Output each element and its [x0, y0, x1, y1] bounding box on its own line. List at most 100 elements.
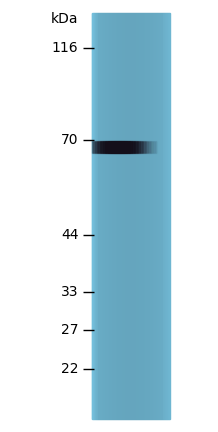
Bar	[100, 13, 101, 419]
Bar	[109, 141, 110, 153]
Bar	[150, 13, 151, 419]
Bar	[96, 13, 97, 419]
Bar	[148, 141, 149, 153]
Bar	[128, 141, 129, 153]
Bar	[130, 13, 131, 419]
Bar	[165, 13, 166, 419]
Bar	[168, 13, 169, 419]
Bar	[121, 13, 122, 419]
Bar	[92, 141, 93, 153]
Bar	[106, 13, 107, 419]
Bar	[111, 13, 112, 419]
Bar	[108, 13, 109, 419]
Bar	[138, 13, 139, 419]
Bar	[101, 13, 102, 419]
Bar	[123, 141, 124, 153]
Bar	[127, 141, 128, 153]
Bar	[161, 13, 162, 419]
Bar	[93, 141, 94, 153]
Bar	[109, 13, 110, 419]
Bar	[105, 13, 106, 419]
Bar	[96, 141, 97, 153]
Bar	[112, 141, 113, 153]
Bar	[164, 13, 165, 419]
Bar	[122, 13, 123, 419]
Bar	[163, 13, 164, 419]
Bar	[129, 13, 130, 419]
Bar	[124, 141, 125, 153]
Bar	[155, 141, 156, 153]
Bar	[106, 141, 107, 153]
Bar	[153, 13, 154, 419]
Bar	[141, 13, 142, 419]
Bar	[110, 141, 111, 153]
Bar	[139, 141, 140, 153]
Bar	[113, 13, 114, 419]
Bar	[95, 13, 96, 419]
Bar	[119, 13, 120, 419]
Bar	[114, 141, 115, 153]
Bar	[144, 141, 145, 153]
Bar	[92, 13, 93, 419]
Bar	[133, 13, 134, 419]
Bar	[127, 13, 128, 419]
Bar	[167, 13, 168, 419]
Bar	[130, 141, 131, 153]
Bar	[131, 141, 132, 153]
Bar	[99, 13, 100, 419]
Bar	[154, 13, 155, 419]
Text: 116: 116	[52, 41, 78, 54]
Bar	[145, 141, 146, 153]
Bar	[137, 141, 138, 153]
Bar	[110, 13, 111, 419]
Bar	[130, 141, 131, 153]
Bar	[156, 141, 157, 153]
Text: 33: 33	[61, 285, 78, 299]
Text: kDa: kDa	[51, 13, 78, 26]
Bar	[93, 13, 94, 419]
Bar	[118, 13, 119, 419]
Bar	[103, 141, 104, 153]
Bar	[132, 141, 133, 153]
Bar	[154, 141, 155, 153]
Bar	[100, 141, 101, 153]
Text: 44: 44	[61, 229, 78, 242]
Bar	[149, 13, 150, 419]
Bar	[162, 13, 163, 419]
Bar	[141, 141, 142, 153]
Bar	[136, 141, 137, 153]
Bar	[139, 13, 140, 419]
Bar	[126, 141, 127, 153]
Bar	[120, 13, 121, 419]
Bar	[94, 13, 95, 419]
Bar	[143, 13, 144, 419]
Bar	[97, 13, 98, 419]
Bar	[104, 141, 105, 153]
Bar	[105, 141, 106, 153]
Bar	[140, 13, 141, 419]
Bar	[111, 141, 112, 153]
Text: 27: 27	[61, 324, 78, 337]
Bar	[116, 141, 117, 153]
Bar	[104, 13, 105, 419]
Bar	[150, 141, 151, 153]
Bar	[112, 13, 113, 419]
Bar	[125, 141, 126, 153]
Bar	[160, 13, 161, 419]
Bar	[146, 13, 147, 419]
Bar	[121, 141, 122, 153]
Bar	[128, 13, 129, 419]
Bar	[159, 13, 160, 419]
Bar	[125, 13, 126, 419]
Bar	[152, 13, 153, 419]
Bar	[155, 13, 156, 419]
Bar	[138, 141, 139, 153]
Bar	[143, 141, 144, 153]
Text: 22: 22	[61, 362, 78, 376]
Bar	[136, 13, 137, 419]
Bar	[102, 141, 103, 153]
Bar	[117, 141, 118, 153]
Bar	[95, 141, 96, 153]
Bar	[122, 141, 123, 153]
Bar	[131, 13, 132, 419]
